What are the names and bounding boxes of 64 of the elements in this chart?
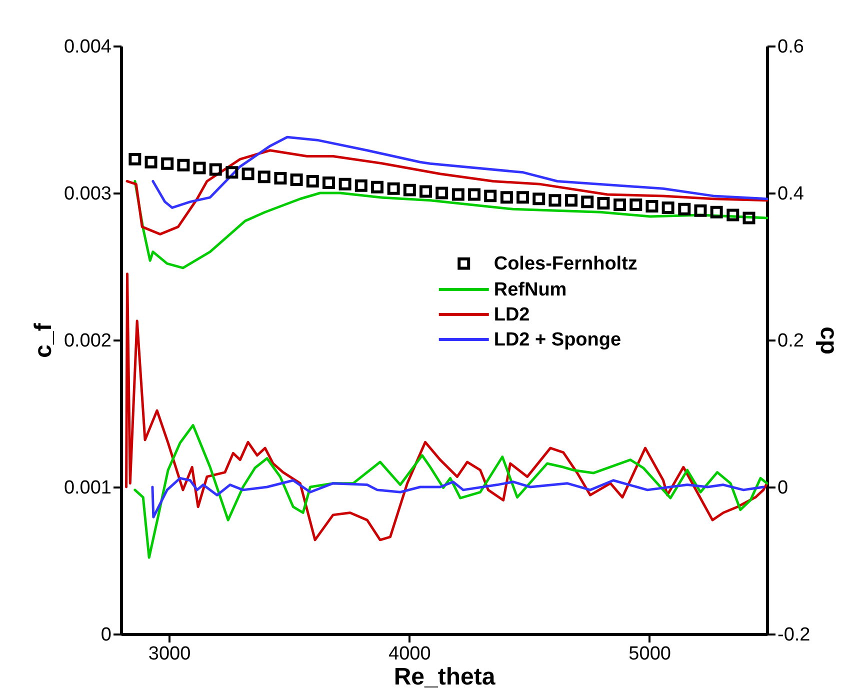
x-axis-title: Re_theta	[394, 664, 496, 690]
point	[726, 208, 740, 222]
y2-axis-title: cp	[815, 326, 842, 355]
point	[209, 163, 222, 176]
y-tick-label: 0.004	[64, 36, 112, 58]
point	[370, 180, 384, 194]
point	[452, 188, 464, 201]
point	[177, 158, 190, 172]
legend-label: Coles-Fernholtz	[494, 254, 638, 275]
point	[436, 186, 448, 200]
y2-tick-label: -0.2	[778, 624, 810, 646]
point	[532, 192, 546, 206]
x-tick-label: 4000	[388, 644, 431, 664]
y-tick-label: 0	[100, 624, 112, 646]
legend-label: LD2	[494, 304, 530, 326]
y-tick-label: 0.002	[64, 330, 112, 352]
point	[161, 157, 174, 170]
point	[242, 168, 254, 180]
point	[597, 197, 610, 210]
legend-label: LD2 + Sponge	[494, 330, 622, 351]
point	[226, 166, 238, 179]
point	[630, 198, 642, 212]
line-series	[125, 272, 768, 542]
legend-label: RefNum	[494, 280, 567, 301]
point	[516, 191, 530, 204]
point	[468, 188, 481, 201]
line-series	[152, 136, 768, 209]
point	[581, 196, 594, 208]
point	[403, 184, 416, 196]
point	[500, 191, 513, 204]
point	[193, 162, 206, 174]
point	[290, 174, 303, 186]
point	[258, 170, 270, 184]
y-axis-title: c_f	[30, 322, 57, 358]
y2-tick-label: 0.4	[778, 184, 804, 204]
point	[274, 172, 287, 185]
y-tick-label: 0.003	[64, 184, 112, 204]
point	[387, 182, 400, 195]
point	[662, 201, 674, 214]
x-tick-label: 5000	[628, 644, 671, 664]
point	[484, 190, 497, 202]
point	[128, 152, 142, 166]
y2-tick-label: 0.6	[778, 36, 804, 58]
point	[678, 202, 691, 216]
point	[742, 212, 756, 224]
point	[420, 185, 432, 198]
point	[565, 194, 578, 207]
point	[338, 178, 352, 190]
y2-tick-label: 0.2	[778, 330, 804, 352]
point	[306, 174, 319, 188]
x-tick-label: 3000	[148, 644, 191, 664]
point	[614, 198, 626, 212]
point	[322, 176, 335, 189]
point	[548, 194, 562, 207]
point	[710, 206, 723, 218]
y2-tick-label: 0	[778, 478, 788, 498]
line-series	[151, 476, 765, 518]
line-series	[134, 424, 768, 559]
y-tick-label: 0.001	[64, 478, 112, 498]
point	[694, 204, 707, 217]
line-series	[126, 149, 768, 236]
point	[646, 200, 658, 212]
point	[354, 179, 368, 192]
point	[144, 156, 158, 168]
